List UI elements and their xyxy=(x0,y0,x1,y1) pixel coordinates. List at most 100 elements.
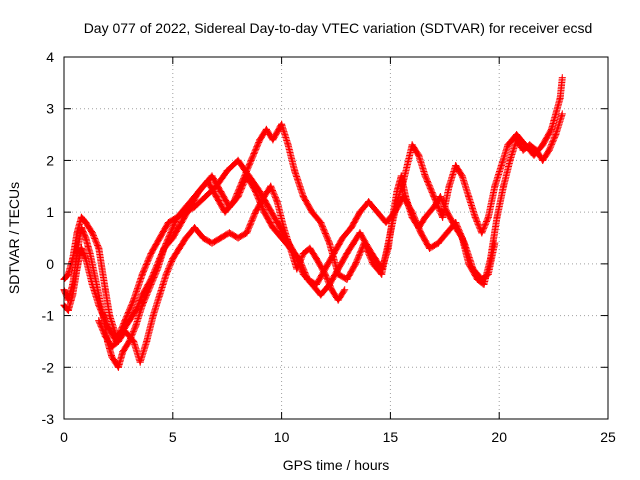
data-point xyxy=(558,74,566,82)
data-point xyxy=(234,193,242,201)
data-point xyxy=(136,358,144,366)
data-point xyxy=(121,317,129,325)
data-point xyxy=(101,332,109,340)
data-point xyxy=(130,296,138,304)
data-point xyxy=(162,270,170,278)
data-point xyxy=(469,265,477,273)
data-point xyxy=(439,213,447,221)
data-point xyxy=(164,218,172,226)
y-tick-label: 0 xyxy=(46,256,54,272)
data-point xyxy=(399,193,407,201)
data-point xyxy=(491,182,499,190)
data-point xyxy=(73,265,81,273)
data-point xyxy=(251,187,259,195)
data-point xyxy=(378,270,386,278)
data-point xyxy=(299,250,307,258)
data-point xyxy=(421,172,429,180)
data-point xyxy=(64,306,72,314)
data-point xyxy=(500,182,508,190)
data-point xyxy=(225,203,233,211)
data-point xyxy=(356,208,364,216)
data-point xyxy=(243,172,251,180)
data-point xyxy=(382,218,390,226)
data-point xyxy=(95,244,103,252)
data-point xyxy=(273,218,281,226)
x-tick-label: 25 xyxy=(600,429,616,445)
data-point xyxy=(88,229,96,237)
data-point xyxy=(156,234,164,242)
data-point xyxy=(415,151,423,159)
data-point xyxy=(243,229,251,237)
data-point xyxy=(217,187,225,195)
data-point xyxy=(328,286,336,294)
data-point xyxy=(234,156,242,164)
data-point xyxy=(408,208,416,216)
data-point xyxy=(208,172,216,180)
data-point xyxy=(530,151,538,159)
data-point xyxy=(547,125,555,133)
data-point xyxy=(130,337,138,345)
data-point xyxy=(108,343,116,351)
data-point xyxy=(478,275,486,283)
data-point xyxy=(106,312,114,320)
data-point xyxy=(334,270,342,278)
data-point xyxy=(169,255,177,263)
data-point xyxy=(317,291,325,299)
data-point xyxy=(280,224,288,232)
data-point xyxy=(64,270,72,278)
x-axis-label: GPS time / hours xyxy=(283,457,390,473)
data-point xyxy=(506,156,514,164)
data-point xyxy=(399,177,407,185)
data-point xyxy=(480,281,488,289)
data-point xyxy=(539,156,547,164)
data-point xyxy=(154,265,162,273)
data-point xyxy=(304,275,312,283)
x-tick-label: 0 xyxy=(60,429,68,445)
data-point xyxy=(386,229,394,237)
data-point xyxy=(201,193,209,201)
data-point xyxy=(497,162,505,170)
data-point xyxy=(212,193,220,201)
data-point xyxy=(430,193,438,201)
data-point xyxy=(147,250,155,258)
data-point xyxy=(278,120,286,128)
data-point xyxy=(273,198,281,206)
data-point xyxy=(191,224,199,232)
data-point xyxy=(339,234,347,242)
data-point xyxy=(284,141,292,149)
data-point xyxy=(317,218,325,226)
data-series-track xyxy=(60,74,566,371)
data-point xyxy=(147,281,155,289)
data-point xyxy=(112,337,120,345)
data-point xyxy=(143,337,151,345)
data-point xyxy=(391,208,399,216)
data-point xyxy=(256,136,264,144)
data-point xyxy=(208,239,216,247)
data-point xyxy=(484,213,492,221)
data-point xyxy=(82,218,90,226)
data-point xyxy=(225,229,233,237)
grid xyxy=(64,57,608,419)
data-point xyxy=(436,193,444,201)
data-point xyxy=(493,213,501,221)
data-point xyxy=(360,239,368,247)
x-tick-label: 15 xyxy=(383,429,399,445)
data-point xyxy=(321,265,329,273)
data-point xyxy=(260,208,268,216)
data-point xyxy=(69,291,77,299)
chart-title: Day 077 of 2022, Sidereal Day-to-day VTE… xyxy=(84,20,593,36)
x-tick-label: 10 xyxy=(274,429,290,445)
data-point xyxy=(452,218,460,226)
data-point xyxy=(86,250,94,258)
data-point xyxy=(251,208,259,216)
data-point xyxy=(95,317,103,325)
data-point xyxy=(369,260,377,268)
data-point xyxy=(295,255,303,263)
data-point xyxy=(504,141,512,149)
data-point xyxy=(408,141,416,149)
y-axis-ticks: -3 -2 -1 0 1 2 3 4 xyxy=(42,49,608,427)
data-point xyxy=(269,136,277,144)
data-point xyxy=(452,162,460,170)
data-point xyxy=(312,281,320,289)
y-tick-label: 1 xyxy=(46,204,54,220)
